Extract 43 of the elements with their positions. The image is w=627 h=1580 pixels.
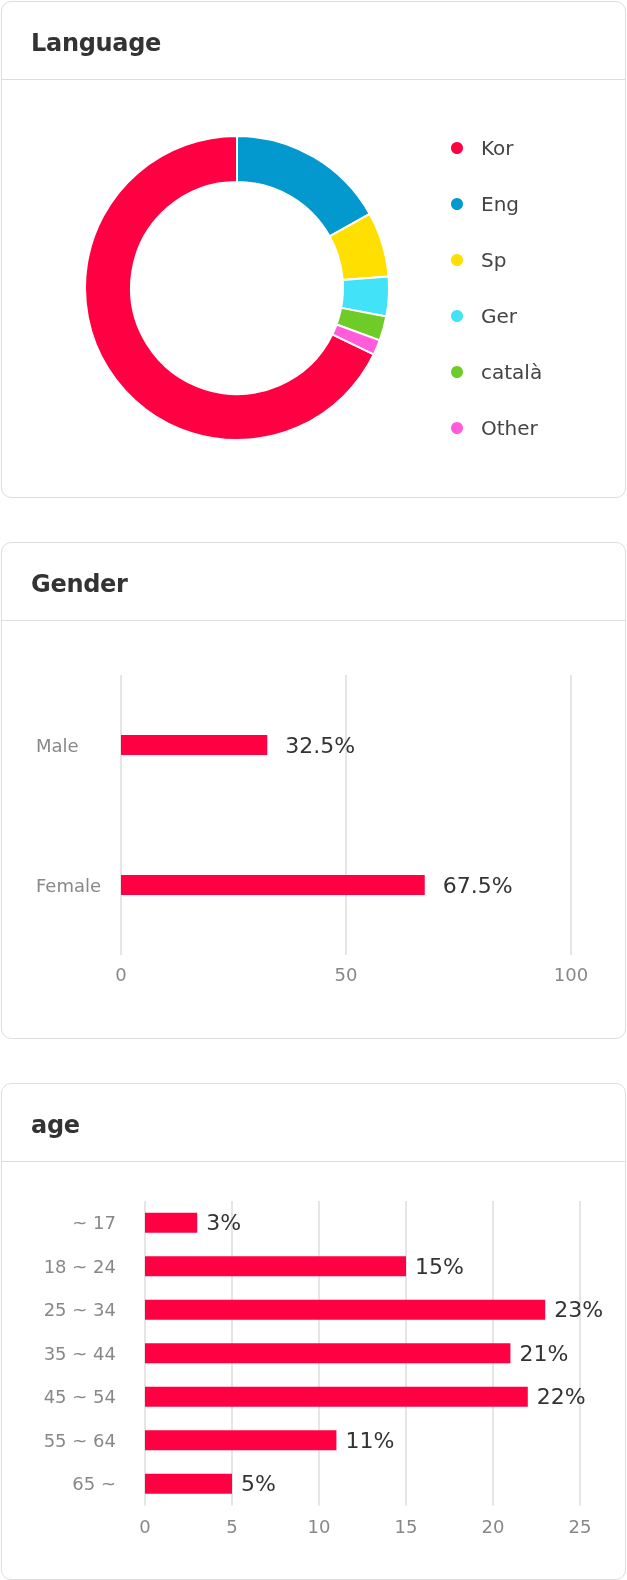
x-tick-label: 100 [553, 963, 589, 985]
chart-title: age [2, 1084, 625, 1162]
x-tick-label: 25 [568, 1516, 592, 1537]
y-tick-label: 18 ~ 24 [43, 1255, 116, 1277]
bar [145, 1386, 528, 1407]
bar [145, 1473, 232, 1494]
x-tick-label: 0 [139, 1516, 151, 1537]
bar [145, 1343, 511, 1364]
data-label: 32.5% [285, 732, 356, 758]
data-label: 15% [415, 1253, 464, 1279]
y-tick-label: 35 ~ 44 [43, 1342, 116, 1364]
data-label: 11% [345, 1427, 395, 1453]
y-tick-label: ~ 17 [72, 1212, 116, 1234]
y-tick-label: 65 ~ [72, 1473, 116, 1495]
data-label: 3% [206, 1210, 242, 1236]
x-tick-label: 15 [394, 1516, 418, 1537]
bar [145, 1430, 337, 1451]
y-tick-label: 25 ~ 34 [43, 1299, 116, 1321]
bar [145, 1212, 198, 1233]
x-tick-label: 10 [307, 1516, 331, 1537]
legend-label: Other [481, 416, 539, 440]
legend-label: Sp [481, 248, 507, 272]
data-label: 22% [536, 1384, 586, 1410]
x-tick-label: 20 [481, 1516, 505, 1537]
chart-title: Language [2, 2, 625, 80]
legend-label: català [481, 360, 543, 384]
y-tick-label: 45 ~ 54 [43, 1386, 116, 1408]
legend-label: Ger [481, 304, 518, 328]
y-tick-label: 55 ~ 64 [43, 1429, 116, 1451]
data-label: 21% [519, 1340, 569, 1366]
bar [145, 1299, 546, 1320]
legend-label: Kor [481, 136, 515, 160]
y-tick-label: Male [36, 734, 79, 756]
x-tick-label: 0 [115, 963, 127, 985]
bar [145, 1256, 406, 1277]
data-label: 5% [241, 1471, 276, 1497]
data-label: 67.5% [442, 872, 513, 898]
x-tick-label: 50 [334, 963, 358, 985]
data-label: 23% [554, 1297, 604, 1323]
chart-title: Gender [2, 543, 625, 621]
y-tick-label: Female [36, 874, 102, 896]
legend-label: Eng [481, 192, 520, 216]
x-tick-label: 5 [226, 1516, 238, 1537]
